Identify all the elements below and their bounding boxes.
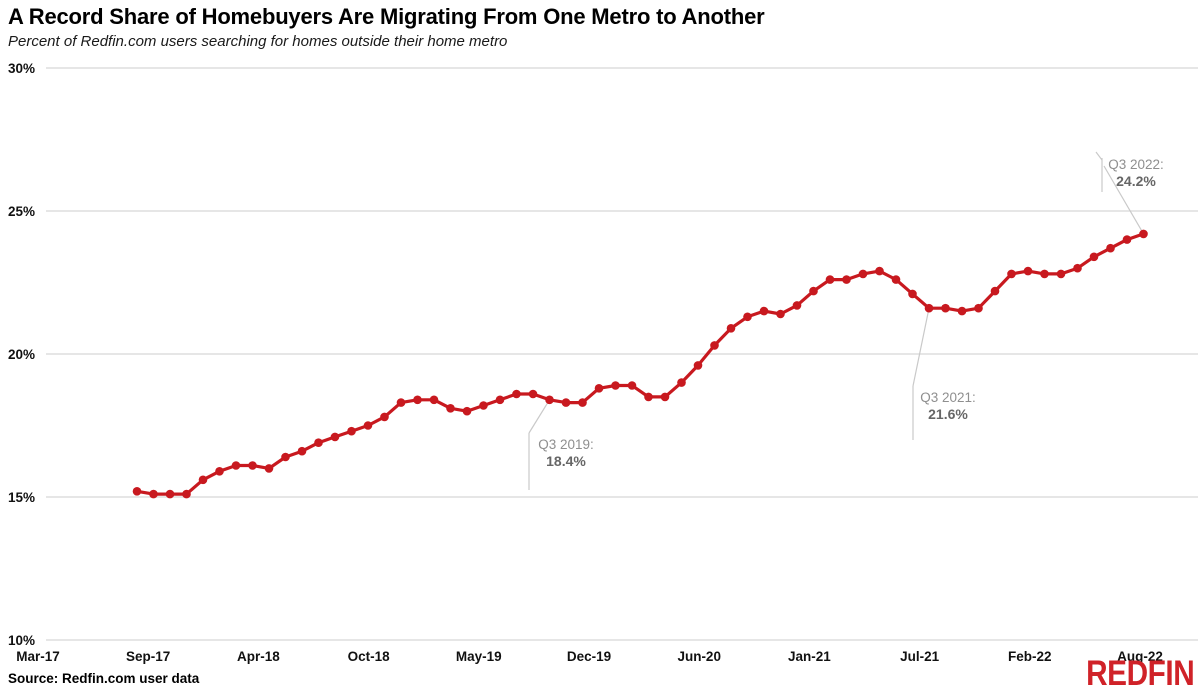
x-tick-label: Jan-21 xyxy=(788,649,831,664)
annotation-tick xyxy=(1095,151,1103,161)
data-point xyxy=(693,361,703,370)
x-tick-label: Mar-17 xyxy=(16,649,60,664)
data-point xyxy=(594,384,604,393)
data-point xyxy=(776,309,785,319)
redfin-logo: REDFIN xyxy=(1085,654,1195,693)
data-point xyxy=(611,381,620,390)
data-point xyxy=(264,464,274,473)
data-point xyxy=(908,289,917,299)
data-point xyxy=(462,406,472,416)
data-point xyxy=(1023,266,1033,276)
data-point xyxy=(858,269,868,279)
annotation-connector xyxy=(912,308,930,387)
data-point xyxy=(446,404,455,413)
annotation-label: Q3 2021: xyxy=(920,390,976,405)
chart-title: A Record Share of Homebuyers Are Migrati… xyxy=(8,4,765,29)
annotation-connector xyxy=(1103,165,1145,235)
data-point xyxy=(1106,243,1115,253)
data-point xyxy=(1073,263,1082,273)
data-point xyxy=(1040,269,1049,279)
data-point xyxy=(149,489,158,499)
y-tick-label: 30% xyxy=(8,61,35,76)
annotation-label: Q3 2019: xyxy=(538,437,594,452)
x-tick-label: Oct-18 xyxy=(348,649,391,664)
data-point xyxy=(891,275,901,284)
data-point xyxy=(792,301,802,310)
data-point xyxy=(875,266,884,276)
data-point xyxy=(132,487,142,496)
data-point xyxy=(957,306,967,316)
data-point xyxy=(165,489,175,499)
data-point xyxy=(726,324,736,333)
x-tick-label: Jun-20 xyxy=(677,649,721,664)
data-point xyxy=(231,461,241,470)
x-tick-label: Sep-17 xyxy=(126,649,170,664)
data-point xyxy=(545,395,554,405)
data-point xyxy=(924,303,934,313)
data-point xyxy=(743,312,752,322)
data-point xyxy=(330,432,340,442)
data-point xyxy=(215,467,224,476)
annotation-label: Q3 2022: xyxy=(1108,157,1164,172)
data-point xyxy=(281,452,290,462)
data-point xyxy=(1122,235,1132,244)
data-point xyxy=(809,286,818,296)
data-point xyxy=(941,303,950,313)
data-point xyxy=(363,421,373,430)
data-point xyxy=(198,475,208,485)
data-point xyxy=(627,381,637,390)
annotation-connector xyxy=(528,399,551,434)
y-tick-label: 20% xyxy=(8,347,35,362)
y-tick-label: 25% xyxy=(8,204,35,219)
data-point xyxy=(677,378,686,387)
data-point xyxy=(512,389,521,399)
x-tick-label: Apr-18 xyxy=(237,649,280,664)
y-tick-label: 10% xyxy=(8,633,35,648)
annotation-value: 18.4% xyxy=(546,453,586,469)
x-tick-label: Aug-22 xyxy=(1117,649,1163,664)
data-point xyxy=(644,392,653,402)
y-tick-label: 15% xyxy=(8,490,35,505)
data-point xyxy=(759,306,769,316)
data-point xyxy=(561,398,571,407)
data-point xyxy=(479,401,488,410)
data-point xyxy=(578,398,587,407)
x-tick-label: Dec-19 xyxy=(567,649,611,664)
data-point xyxy=(1056,269,1066,279)
data-point xyxy=(347,426,356,436)
data-point xyxy=(1139,229,1148,239)
data-point xyxy=(528,389,538,399)
data-point xyxy=(660,392,670,402)
data-point xyxy=(396,398,406,407)
data-point xyxy=(1007,269,1016,279)
data-point xyxy=(314,438,323,448)
annotation-value: 24.2% xyxy=(1116,173,1156,189)
x-tick-label: Jul-21 xyxy=(900,649,940,664)
annotation-value: 21.6% xyxy=(928,406,968,422)
data-point xyxy=(429,395,439,405)
data-point xyxy=(1089,252,1099,262)
x-tick-label: Feb-22 xyxy=(1008,649,1052,664)
data-point xyxy=(495,395,505,405)
data-point xyxy=(182,489,191,499)
data-point xyxy=(990,286,1000,296)
data-point xyxy=(380,412,389,422)
data-point xyxy=(974,303,983,313)
data-point xyxy=(297,446,307,456)
source-text: Source: Redfin.com user data xyxy=(8,671,200,686)
data-point xyxy=(825,275,835,284)
data-point xyxy=(413,395,422,405)
x-tick-label: May-19 xyxy=(456,649,502,664)
data-point xyxy=(248,461,257,470)
data-point xyxy=(842,275,851,284)
chart-subtitle: Percent of Redfin.com users searching fo… xyxy=(8,33,508,50)
data-point xyxy=(710,341,719,350)
